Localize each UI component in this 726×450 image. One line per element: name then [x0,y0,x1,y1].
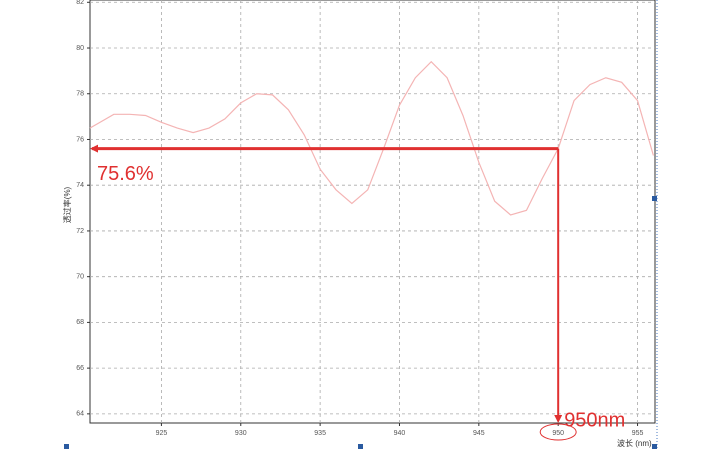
x-tick-label: 930 [235,430,247,437]
x-tick-label: 940 [394,430,406,437]
y-tick-label: 68 [76,319,84,326]
y-tick-label: 78 [76,91,84,98]
y-tick-label: 82 [76,0,84,6]
x-axis-label: 波长 (nm) [617,438,652,448]
x-tick-label: 945 [473,430,485,437]
plot-frame [89,0,656,424]
handle [358,444,363,449]
y-tick-label: 66 [76,365,84,372]
x-tick-label: 955 [632,430,644,437]
y-tick-label: 76 [76,136,84,143]
handle [64,444,69,449]
x-tick-label: 925 [156,430,168,437]
y-tick-label: 70 [76,274,84,281]
x-tick-label: 935 [314,430,326,437]
y-tick-label: 80 [76,45,84,52]
annotation-label: 75.6% [97,163,154,185]
x-tick-label: 950 [552,430,564,437]
y-tick-label: 64 [76,411,84,418]
annotation-circle [539,423,577,441]
y-tick-label: 72 [76,228,84,235]
handle [652,444,657,449]
handle [652,196,657,201]
annotation-label: 950nm [564,409,625,431]
y-tick-label: 74 [76,182,84,189]
y-axis-label: 透过率(%) [62,186,72,223]
